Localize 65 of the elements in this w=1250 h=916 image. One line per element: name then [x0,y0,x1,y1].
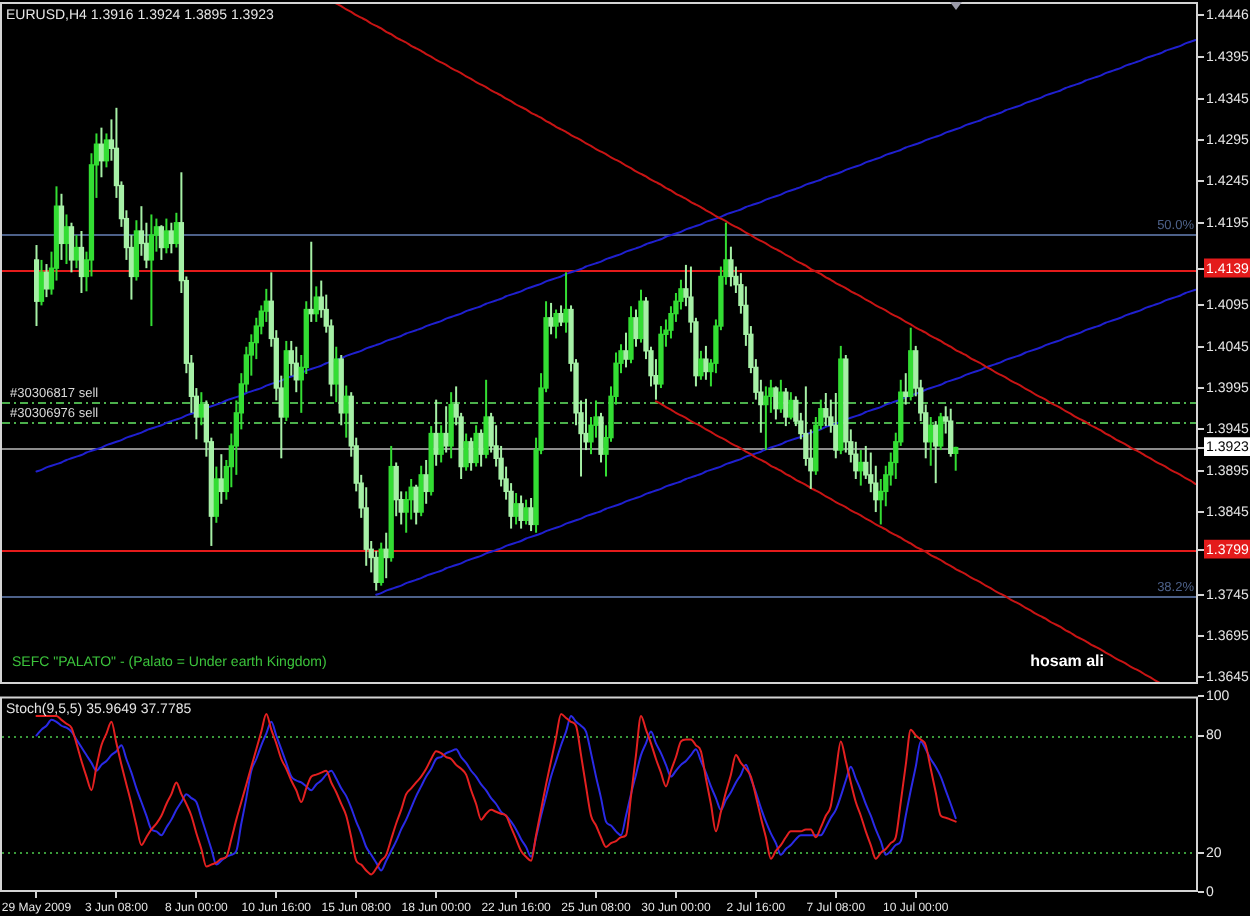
annotation: hosam ali [1030,652,1104,671]
candlestick [333,345,339,404]
candlestick [313,285,319,323]
candlestick [478,428,484,468]
candlestick [598,411,604,464]
candlestick [158,224,165,261]
candlestick [523,498,529,526]
candlestick [553,308,559,340]
candlestick [63,213,70,266]
candlestick [823,392,829,428]
candlestick [218,453,224,505]
candlestick [443,405,449,454]
candlestick [623,331,629,369]
candlestick [938,411,944,452]
candlestick [343,384,349,439]
line-series [375,288,1197,596]
candlestick [728,245,734,288]
line-series [335,2,1197,485]
candlestick [558,304,564,328]
candlestick [413,483,419,526]
candlestick [168,221,175,255]
candlestick [373,549,379,592]
candlestick [773,385,779,421]
candlestick [833,392,839,460]
candlestick [34,244,40,328]
candlestick [473,424,479,468]
line-series [654,400,1162,684]
candlestick [38,258,45,307]
candlestick [438,424,444,464]
candlestick [43,263,50,299]
candlestick [628,305,634,365]
candlestick [418,464,424,518]
candlestick [78,229,85,294]
candlestick [763,385,769,452]
candlestick [433,398,439,467]
candlestick [73,234,80,270]
candlestick [698,349,704,381]
candlestick [378,541,384,587]
candlestick [148,213,155,328]
candlestick [393,461,399,518]
candlestick [133,219,140,282]
candlestick [483,378,489,460]
candlestick [68,221,75,274]
candlestick [528,497,534,533]
candlestick [468,436,474,472]
candlestick [463,432,469,472]
candlestick [633,308,639,348]
candlestick [518,494,524,530]
candlestick [213,465,219,524]
candlestick [513,492,519,526]
candlestick [163,217,170,255]
candlestick [788,391,794,421]
candlestick [703,344,709,381]
candlestick [173,211,180,249]
candlestick [563,271,569,334]
candlestick [548,301,554,336]
candlestick [783,387,789,428]
candlestick [58,192,65,261]
candlestick [448,391,454,460]
candlestick [198,391,205,427]
candlestick [638,288,644,344]
candlestick [948,407,954,458]
candlestick [933,420,939,485]
candlestick [908,326,914,402]
candlestick [103,132,110,169]
